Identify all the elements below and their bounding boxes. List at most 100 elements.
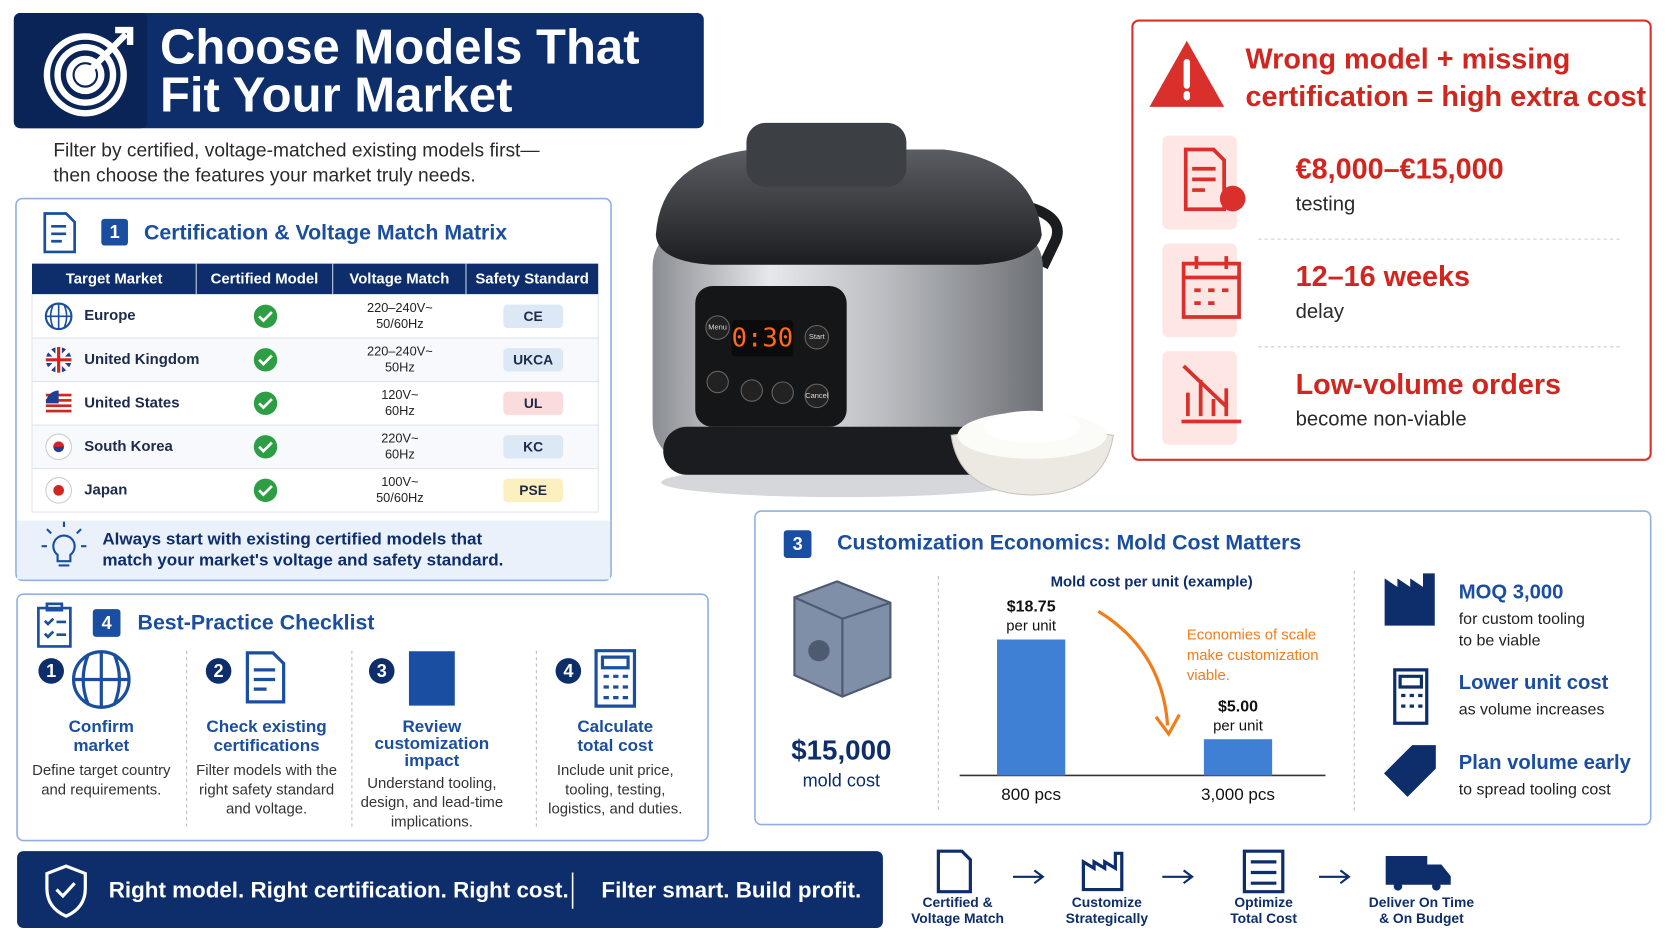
flow-arrow: [1013, 869, 1045, 885]
button-label: Menu: [708, 323, 727, 332]
warning-item-icon: [1181, 256, 1241, 319]
annotation: viable.: [1187, 667, 1230, 684]
subtitle: Filter by certified, voltage-matched exi…: [53, 141, 540, 162]
footer-banner: [17, 851, 883, 928]
standard: CE: [524, 308, 543, 324]
warning-item-icon: [1181, 364, 1242, 424]
annotation: Economies of scale: [1187, 627, 1316, 644]
standard: PSE: [519, 482, 547, 498]
check-icon: [258, 441, 273, 453]
cooker-lid-top: [746, 122, 907, 187]
number-badge: [92, 609, 121, 637]
step-number: 2: [214, 661, 224, 681]
step-text: and requirements.: [41, 781, 161, 798]
cooker-button: [706, 370, 729, 394]
annotation: make customization: [1187, 647, 1319, 664]
cooker-button: [771, 381, 794, 404]
step-icon: [408, 651, 455, 706]
warning-label: testing: [1296, 193, 1356, 215]
step-title: Review: [402, 717, 461, 736]
flag: [45, 390, 72, 417]
flow-icon: [936, 849, 972, 894]
badge-number: 3: [793, 534, 803, 554]
step-title: Calculate: [577, 717, 653, 736]
step-title: impact: [404, 751, 459, 770]
flow-label: & On Budget: [1379, 910, 1464, 926]
unit-label: per unit: [1006, 618, 1057, 635]
badge-number: 1: [110, 222, 120, 242]
mold-cost: $15,000: [791, 734, 891, 765]
warning-value: 12–16 weeks: [1296, 261, 1470, 293]
step-text: design, and lead-time: [361, 794, 504, 811]
header-banner: [13, 13, 704, 129]
step-title: total cost: [577, 736, 653, 755]
category-label: 800 pcs: [1001, 785, 1061, 804]
category-label: 3,000 pcs: [1201, 785, 1275, 804]
check-icon: [258, 354, 273, 366]
check-icon: [253, 391, 278, 416]
table-header: [31, 263, 599, 295]
standard: KC: [523, 439, 543, 455]
warning-panel: [1131, 19, 1652, 461]
check-icon: [253, 304, 278, 329]
standard-pill: [503, 391, 564, 416]
check-icon: [258, 311, 273, 323]
column-header: Voltage Match: [349, 271, 449, 288]
cooker-base: [663, 426, 1033, 475]
warning-item-icon: [1183, 147, 1227, 212]
side-icon: [1393, 668, 1429, 725]
voltage: 120V~: [381, 387, 418, 402]
display-screen: [731, 320, 794, 357]
side-title: Lower unit cost: [1459, 672, 1609, 694]
warning-value: Low-volume orders: [1296, 369, 1561, 401]
column-header: Target Market: [66, 271, 163, 288]
wheel: [1393, 882, 1403, 891]
warning-icon-box: [1162, 135, 1237, 230]
flow-label: Voltage Match: [911, 910, 1004, 926]
flow-label: Certified &: [923, 894, 993, 910]
flag-us: [45, 390, 59, 404]
step-title: market: [73, 736, 129, 755]
market-name: South Korea: [84, 438, 173, 455]
step-icon: [245, 651, 286, 704]
column-header: Certified Model: [211, 271, 319, 288]
step-text: logistics, and duties.: [548, 801, 682, 818]
bulb-icon: [41, 521, 87, 567]
chart-title: Mold cost per unit (example): [1051, 573, 1253, 590]
step-text: implications.: [391, 813, 473, 830]
flow-label: Customize: [1072, 894, 1142, 910]
step-text: Filter models with the: [196, 762, 337, 779]
button-label: Cancel: [805, 391, 829, 400]
step-number: 4: [563, 661, 573, 681]
voltage: 50/60Hz: [376, 490, 424, 505]
section-title: Certification & Voltage Match Matrix: [144, 220, 507, 244]
warning-label: delay: [1296, 301, 1345, 323]
check-icon: [258, 485, 273, 497]
flow-icon: [1242, 849, 1285, 894]
flag-globe: [45, 303, 72, 330]
flag: [45, 477, 72, 504]
cooker-button: [740, 379, 763, 402]
flag-jp: [53, 485, 64, 496]
standard-pill: [503, 435, 564, 459]
page-title: Choose Models That: [160, 20, 640, 74]
side-title: Plan volume early: [1459, 752, 1632, 774]
flag-us: [45, 404, 72, 408]
trend-arrow-head: [1154, 713, 1181, 737]
target-arrow: [85, 26, 134, 76]
step-number-bg: [38, 658, 64, 684]
cooker-handle: [1030, 203, 1063, 270]
slogan: Filter smart. Build profit.: [601, 878, 861, 903]
step-icon: [71, 650, 131, 709]
voltage: 60Hz: [385, 403, 415, 418]
checklist-panel: [16, 593, 709, 842]
step-text: Include unit price,: [557, 762, 674, 779]
tip-text: Always start with existing certified mod…: [102, 529, 482, 548]
flow-arrow: [1319, 869, 1351, 885]
wheel: [1432, 882, 1441, 891]
display: 0:30: [732, 323, 794, 353]
trend-arrow: [1097, 609, 1170, 726]
number-badge: [783, 530, 812, 558]
side-icon: [1383, 745, 1436, 797]
